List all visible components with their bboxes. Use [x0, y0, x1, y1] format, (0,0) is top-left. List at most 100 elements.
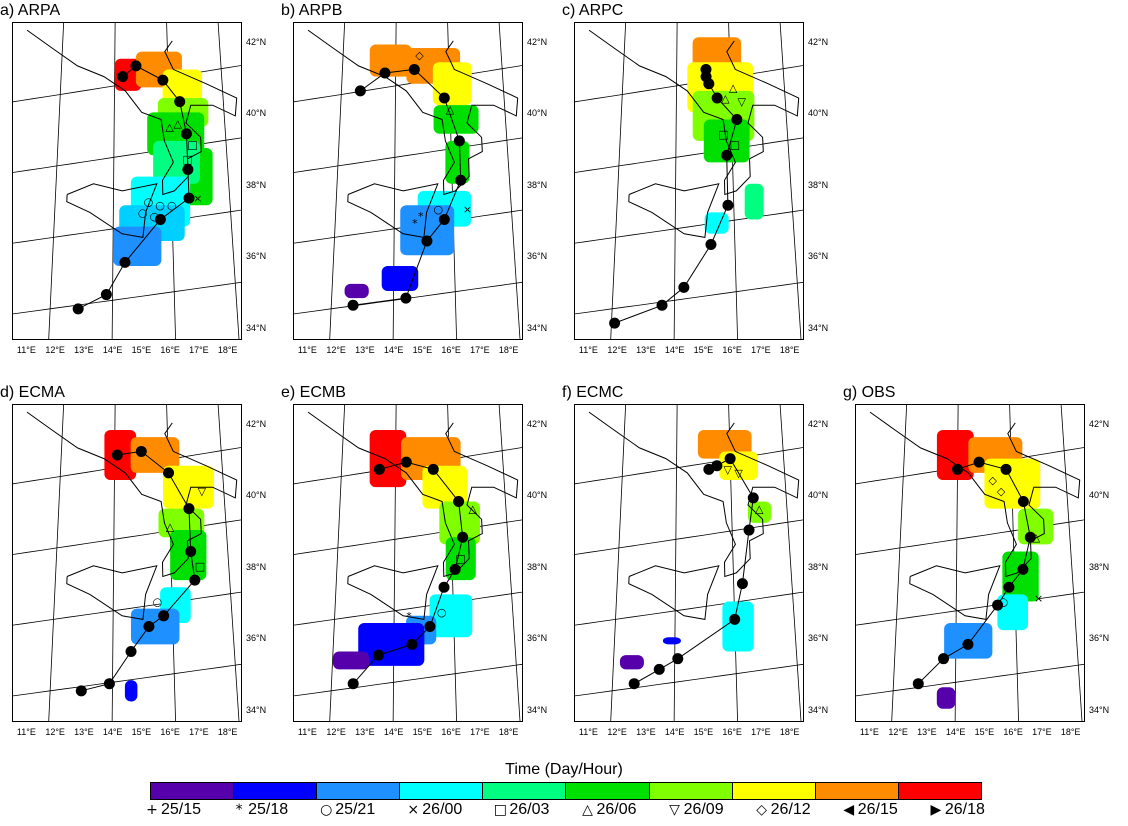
meridian-line	[498, 405, 521, 721]
track-point	[406, 638, 418, 650]
precip-patch	[433, 105, 479, 134]
track-point	[705, 239, 717, 251]
map-frame: ○ ○ ○ ○ ○ □ □ △ △ ×	[12, 22, 242, 340]
precip-patch	[130, 608, 180, 645]
lon-tick-label: 14°E	[383, 345, 404, 355]
lon-tick-label: 14°E	[102, 345, 123, 355]
panel-title: e) ECMB	[281, 384, 346, 401]
legend-label: 26/06	[596, 801, 637, 818]
lat-tick-label: 36°N	[1089, 633, 1110, 644]
precip-patch	[722, 601, 754, 652]
observation-marker: ○	[153, 596, 163, 609]
observation-marker: □	[730, 138, 740, 151]
track-point	[379, 67, 391, 79]
precip-patch	[997, 594, 1028, 631]
parallel-line	[13, 519, 241, 555]
lon-tick-label: 16°E	[160, 345, 180, 355]
lon-tick-label: 16°E	[160, 727, 180, 737]
track-point	[711, 92, 723, 104]
coastline-sicily	[347, 183, 439, 238]
map-panel: d) ECMA ○ □ △ ▽ 42°N 40°N 38°N 36°N 34°N 11°E 12°E 1…	[0, 382, 284, 742]
observation-marker: ×	[193, 192, 202, 205]
lon-tick-label: 17°E	[751, 727, 771, 737]
lat-tick-label: 34°N	[246, 322, 267, 333]
track-point	[72, 303, 84, 315]
precip-patch	[662, 637, 681, 645]
coastline-sicily	[909, 565, 1001, 620]
lon-tick-label: 17°E	[751, 345, 771, 355]
map-svg: ◇◇ △ ○ ×	[856, 405, 1084, 721]
lat-tick-label: 42°N	[246, 419, 267, 429]
map-frame: ◇ ◇ △ ○ ×	[855, 404, 1085, 722]
track-point	[424, 621, 436, 633]
lon-tick-label: 15°E	[974, 727, 995, 737]
legend-item: × 26/00	[406, 801, 462, 819]
lon-tick-label: 13°E	[917, 727, 937, 737]
lon-tick-label: 17°E	[189, 727, 209, 737]
lat-tick-label: 40°N	[1089, 490, 1110, 501]
lon-tick-label: 16°E	[722, 345, 742, 355]
observation-marker: ○	[150, 210, 160, 223]
lon-tick-label: 12°E	[45, 727, 65, 737]
observation-marker: *	[412, 217, 418, 230]
observation-marker: ◇	[997, 485, 1006, 498]
legend-label: 26/09	[683, 801, 724, 818]
lon-tick-label: 14°E	[945, 727, 966, 737]
lon-tick-label: 13°E	[636, 727, 656, 737]
track-point	[158, 610, 170, 622]
lon-tick-label: 11°E	[297, 345, 317, 355]
coastline-sicily	[66, 565, 158, 620]
map-frame: * * ○ × ◇ △	[293, 22, 523, 340]
track-point	[438, 92, 450, 104]
parallel-line	[294, 519, 522, 555]
track-point	[438, 214, 450, 226]
legend-symbol: □	[493, 802, 507, 818]
observation-marker: △	[165, 121, 174, 134]
observation-marker: ▽	[738, 96, 747, 109]
legend-symbol: ×	[407, 802, 420, 818]
lat-tick-label: 34°N	[808, 322, 829, 333]
map-panel: f) ECMC ▽ ▽ △ 42°N 40°N 38°N 36°N 34°N 11°E 12°E 13…	[562, 382, 846, 742]
track-point	[347, 299, 359, 311]
precip-patch	[747, 501, 772, 523]
lat-tick-label: 38°N	[808, 179, 829, 190]
meridian-line	[610, 23, 627, 339]
legend-label: 26/03	[509, 801, 550, 818]
track-point	[130, 60, 142, 72]
meridian-line	[610, 405, 627, 721]
lat-tick-label: 40°N	[808, 108, 829, 119]
parallel-line	[294, 663, 522, 697]
lon-tick-label: 14°E	[664, 727, 685, 737]
lon-tick-label: 16°E	[441, 727, 461, 737]
map-frame: ○ □ △ ▽	[12, 404, 242, 722]
precip-patch	[344, 283, 369, 299]
observation-marker: ▽	[734, 467, 743, 480]
legend-item: ◀ 26/15	[842, 801, 897, 819]
map-svg: * ○ □ △	[294, 405, 522, 721]
lon-tick-label: 11°E	[297, 727, 317, 737]
track-point	[938, 653, 950, 665]
lat-tick-label: 36°N	[808, 251, 829, 262]
observation-marker: △	[755, 503, 764, 516]
map-panel: b) ARPB * * ○ × ◇ △ 42°N 40°N 38°N 36°N 34°N 11°E 12°…	[281, 0, 565, 360]
track-point	[427, 463, 439, 475]
lon-tick-label: 13°E	[355, 727, 375, 737]
meridian-line	[575, 405, 577, 722]
meridian-line	[48, 405, 65, 721]
observation-marker: □	[455, 553, 465, 566]
track-point	[628, 678, 640, 690]
track-point	[736, 578, 748, 590]
legend-symbol: ◇	[756, 802, 768, 818]
lat-tick-label: 42°N	[527, 419, 548, 429]
lon-tick-label: 15°E	[693, 345, 714, 355]
legend-symbol: ▶	[930, 802, 942, 818]
track-point	[100, 289, 112, 301]
track-point	[453, 495, 465, 507]
observation-marker: □	[187, 138, 197, 151]
track-point	[111, 449, 123, 461]
coastline-sicily	[628, 565, 720, 620]
lon-tick-label: 11°E	[16, 345, 36, 355]
legend-item: ▽ 26/09	[668, 801, 724, 819]
lat-tick-label: 34°N	[246, 704, 267, 715]
observation-marker: ▽	[724, 463, 733, 476]
